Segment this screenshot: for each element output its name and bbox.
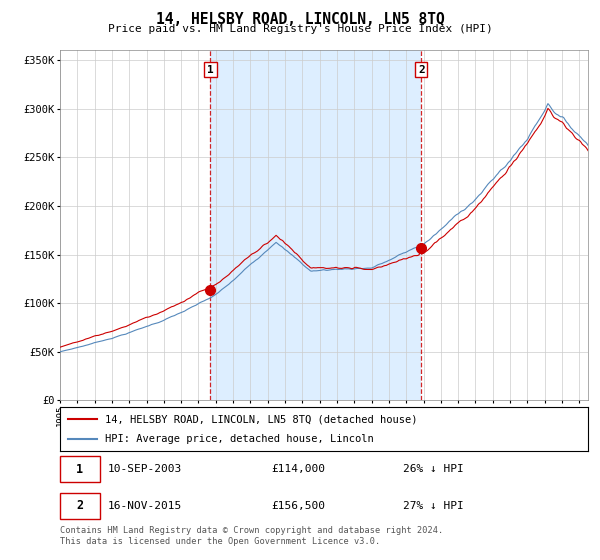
Text: Price paid vs. HM Land Registry's House Price Index (HPI): Price paid vs. HM Land Registry's House … <box>107 24 493 34</box>
Text: £114,000: £114,000 <box>271 464 325 474</box>
Text: 1: 1 <box>207 64 214 74</box>
Text: Contains HM Land Registry data © Crown copyright and database right 2024.
This d: Contains HM Land Registry data © Crown c… <box>60 526 443 546</box>
Bar <box>211 50 421 400</box>
Text: 14, HELSBY ROAD, LINCOLN, LN5 8TQ (detached house): 14, HELSBY ROAD, LINCOLN, LN5 8TQ (detac… <box>105 414 418 424</box>
Text: 14, HELSBY ROAD, LINCOLN, LN5 8TQ: 14, HELSBY ROAD, LINCOLN, LN5 8TQ <box>155 12 445 27</box>
Text: 16-NOV-2015: 16-NOV-2015 <box>107 501 182 511</box>
Text: 1: 1 <box>76 463 83 476</box>
Text: 10-SEP-2003: 10-SEP-2003 <box>107 464 182 474</box>
Text: £156,500: £156,500 <box>271 501 325 511</box>
Text: HPI: Average price, detached house, Lincoln: HPI: Average price, detached house, Linc… <box>105 433 374 444</box>
Text: 2: 2 <box>76 500 83 512</box>
FancyBboxPatch shape <box>60 493 100 519</box>
FancyBboxPatch shape <box>60 456 100 482</box>
Text: 26% ↓ HPI: 26% ↓ HPI <box>403 464 464 474</box>
Text: 2: 2 <box>418 64 425 74</box>
Text: 27% ↓ HPI: 27% ↓ HPI <box>403 501 464 511</box>
